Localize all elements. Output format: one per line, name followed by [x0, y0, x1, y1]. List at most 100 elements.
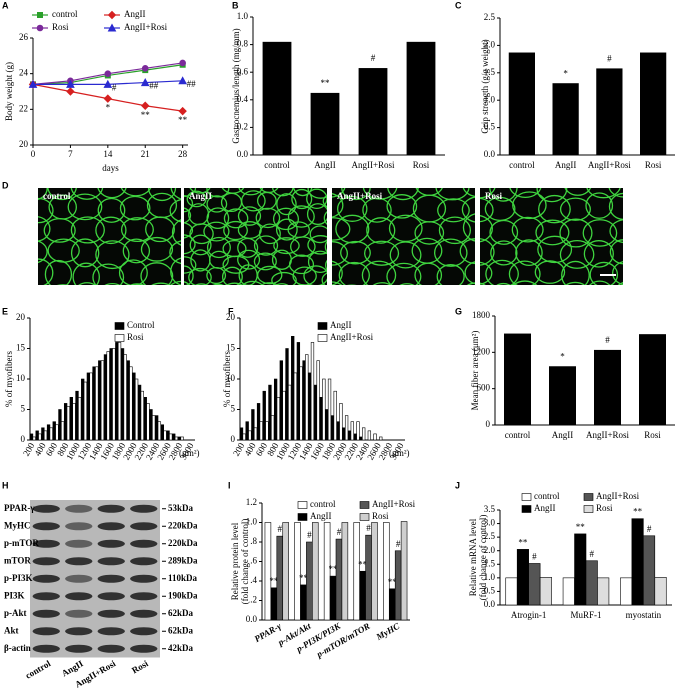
y-tick-label: 1.0	[484, 572, 496, 582]
fiber	[256, 191, 277, 210]
bar	[300, 584, 307, 621]
fiber	[189, 234, 212, 256]
band	[130, 522, 158, 531]
fiber	[480, 197, 494, 223]
band	[65, 609, 93, 618]
row-label: p-mTOR	[4, 538, 39, 548]
band	[97, 557, 125, 566]
bar	[32, 436, 36, 441]
annotation: #	[307, 530, 312, 540]
y-tick-label: 2.5	[484, 12, 496, 22]
fiber	[303, 265, 327, 285]
fiber	[332, 193, 344, 218]
bar	[109, 348, 113, 441]
bar	[152, 415, 156, 441]
legend-label: AngII	[310, 511, 332, 521]
fiber	[184, 207, 192, 224]
annotation: *	[106, 103, 111, 113]
bar	[310, 342, 315, 441]
bar	[329, 575, 337, 621]
bar	[356, 421, 360, 441]
fiber	[511, 216, 544, 243]
fiber	[609, 219, 623, 244]
band	[130, 557, 158, 566]
bar	[253, 427, 258, 441]
size-label: 62kDa	[168, 625, 194, 635]
y-tick-label: 0.8	[237, 39, 249, 49]
bar	[63, 403, 68, 441]
legend-swatch	[297, 513, 308, 521]
fiber	[287, 205, 315, 228]
fiber	[97, 188, 127, 199]
size-label: 190kDa	[168, 590, 198, 600]
y-tick-label: 2.0	[484, 545, 496, 555]
band	[97, 504, 125, 513]
bar	[353, 433, 357, 441]
bar	[552, 83, 579, 155]
fiber	[70, 238, 100, 268]
bar	[654, 577, 667, 606]
fiber	[307, 250, 327, 274]
band	[97, 522, 125, 531]
band	[97, 644, 125, 653]
bar	[308, 372, 312, 441]
bar	[245, 421, 249, 441]
fiber	[258, 223, 281, 245]
y-tick-label: 0.4	[237, 94, 249, 104]
x-tick-label: 0	[31, 149, 36, 159]
annotation: **	[329, 564, 339, 574]
bar	[72, 403, 76, 441]
x-tick-label: control	[264, 160, 290, 170]
bar	[296, 342, 301, 441]
fiber	[188, 267, 212, 285]
bar	[367, 430, 372, 441]
bar	[270, 587, 278, 621]
fiber	[415, 287, 447, 309]
y-axis-label: Grip strength (g/g weight)	[480, 39, 490, 133]
band	[32, 574, 60, 583]
legend-label: control	[52, 9, 78, 19]
fiber	[44, 259, 73, 285]
band	[32, 627, 60, 636]
y-tick-label: 1.0	[237, 11, 249, 21]
data-point	[178, 76, 187, 85]
annotation: **	[358, 559, 368, 569]
data-point	[104, 70, 112, 77]
legend-label: Rosi	[372, 511, 389, 521]
fiber	[237, 249, 261, 270]
bar	[305, 354, 309, 441]
fiber	[292, 188, 313, 197]
bar	[95, 366, 99, 441]
band	[32, 592, 60, 601]
y-tick-label: 15	[16, 343, 26, 353]
annotation: #	[278, 524, 283, 534]
legend-swatch	[317, 322, 328, 330]
annotation: **	[321, 78, 331, 88]
y-axis-label: Mean fiber area (μm²)	[470, 331, 480, 411]
bar	[242, 433, 246, 441]
fiber	[275, 283, 289, 285]
fiber	[147, 188, 177, 202]
row-label: β-actin	[4, 643, 31, 653]
fiber-layer	[480, 188, 623, 285]
bar	[41, 427, 45, 441]
bar	[282, 522, 289, 621]
bar	[83, 381, 88, 441]
panel-letter: F	[228, 306, 234, 316]
micrograph	[38, 188, 181, 285]
bar	[310, 92, 340, 155]
bar	[103, 354, 108, 441]
fiber	[221, 266, 243, 285]
fiber	[586, 188, 621, 199]
bar	[333, 390, 337, 441]
bar	[143, 396, 147, 441]
fiber	[321, 272, 327, 285]
fiber	[414, 262, 443, 285]
bar	[339, 403, 343, 441]
fiber	[170, 257, 181, 285]
fiber	[47, 188, 77, 201]
fiber	[186, 190, 207, 208]
fiber	[184, 234, 196, 255]
y-tick-label: 0.5	[484, 585, 496, 595]
